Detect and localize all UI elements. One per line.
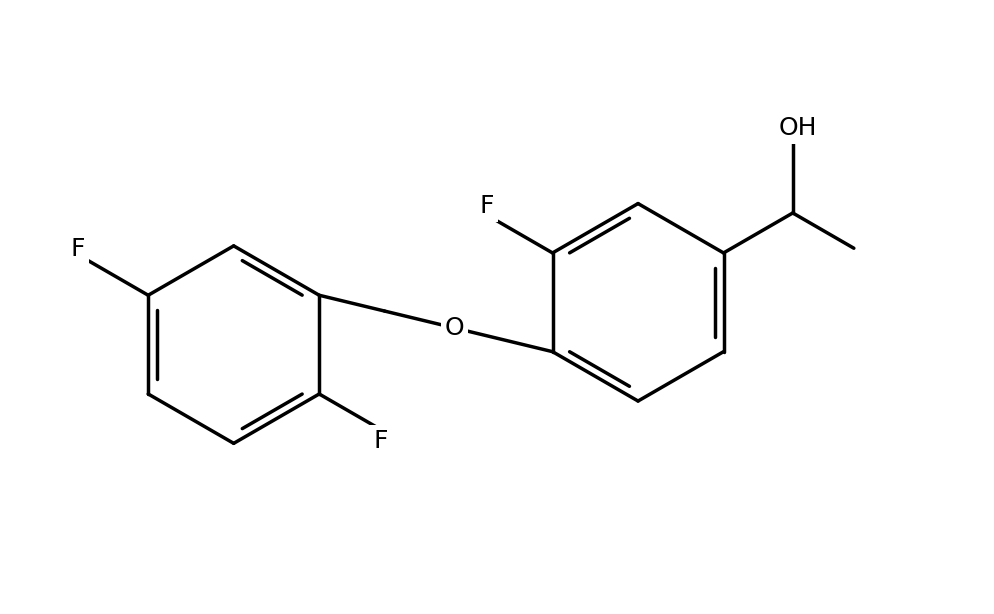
Text: F: F (71, 237, 84, 261)
Text: OH: OH (778, 116, 817, 141)
Text: O: O (444, 316, 464, 340)
Text: F: F (373, 429, 388, 453)
Text: F: F (479, 195, 494, 219)
